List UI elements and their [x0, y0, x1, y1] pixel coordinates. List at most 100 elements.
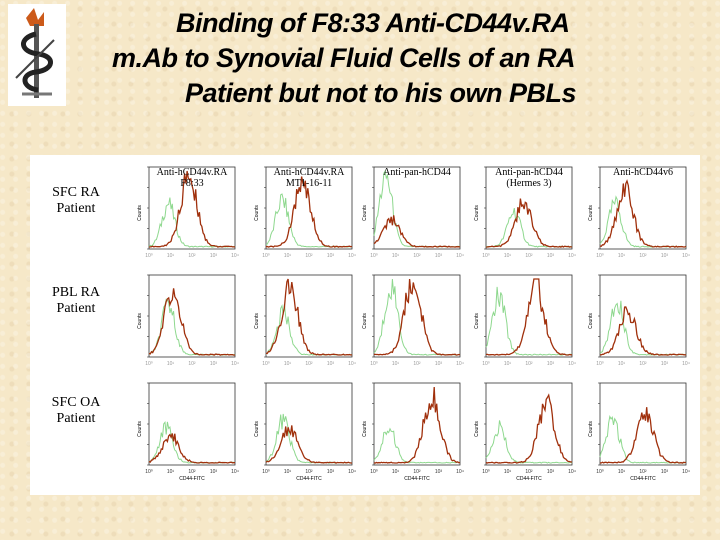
x-tick-label: 10⁰: [145, 469, 153, 475]
x-tick-label: 10³: [435, 253, 443, 259]
histogram-svg: Counts 10⁰ 10¹ 10² 10³ 10⁴ CD44-FITC: [588, 382, 690, 482]
histogram-panel: Counts 10⁰ 10¹ 10² 10³ 10⁴: [135, 163, 239, 263]
axes-frame: [373, 166, 461, 250]
histogram-panel: Counts 10⁰ 10¹ 10² 10³ 10⁴ CD44-FITC: [472, 379, 576, 482]
row-label-line1: PBL RA: [51, 285, 101, 300]
histogram-svg: Counts 10⁰ 10¹ 10² 10³ 10⁴: [474, 274, 576, 367]
x-tick-label: 10³: [327, 361, 335, 367]
histogram-panel: Counts 10⁰ 10¹ 10² 10³ 10⁴: [586, 163, 690, 263]
x-tick-label: 10³: [435, 469, 443, 475]
stained-histogram: [599, 179, 687, 248]
row-label-line1: SFC RA: [52, 185, 100, 200]
x-tick-label: 10¹: [392, 361, 400, 367]
histogram-panel: Counts 10⁰ 10¹ 10² 10³ 10⁴ CD44-FITC: [586, 379, 690, 482]
control-histogram: [599, 195, 687, 248]
control-histogram: [373, 427, 460, 464]
control-histogram: [265, 304, 353, 356]
histogram-svg: Counts 10⁰ 10¹ 10² 10³ 10⁴: [137, 274, 239, 367]
x-tick-label: 10¹: [284, 253, 292, 259]
histogram-panel: Counts 10⁰ 10¹ 10² 10³ 10⁴: [360, 163, 464, 263]
x-tick-label: 10²: [305, 253, 313, 259]
stained-histogram: [373, 215, 461, 248]
y-axis-label: Counts: [137, 421, 143, 437]
x-tick-label: 10⁴: [568, 253, 576, 259]
column-header-line1: Anti-hCD44v.RA: [273, 167, 345, 178]
control-histogram: [148, 197, 236, 248]
x-tick-label: 10³: [210, 361, 218, 367]
column-header: Anti-hCD44v.RA MT1-16-11: [266, 167, 352, 189]
x-tick-label: 10⁴: [348, 253, 356, 259]
y-axis-label: Counts: [588, 205, 594, 221]
row-label-line2: Patient: [56, 411, 96, 426]
histogram-panel: Counts 10⁰ 10¹ 10² 10³ 10⁴: [252, 271, 356, 371]
x-tick-label: 10²: [413, 469, 421, 475]
stained-histogram: [485, 198, 573, 248]
x-tick-label: 10⁴: [348, 469, 356, 475]
x-tick-label: 10²: [188, 361, 196, 367]
title-line-1: Binding of F8:33 Anti-CD44v.RA: [176, 8, 570, 38]
y-axis-label: Counts: [137, 205, 143, 221]
column-header: Anti-pan-hCD44 (Hermes 3): [486, 167, 572, 189]
slide-title: Binding of F8:33 Anti-CD44v.RA m.Ab to S…: [70, 6, 720, 111]
x-tick-label: 10⁰: [596, 253, 604, 259]
x-tick-label: 10²: [305, 361, 313, 367]
column-header-line1: Anti-hCD44v.RA: [156, 167, 228, 178]
control-histogram: [485, 420, 573, 464]
column-header-line2: MT1-16-11: [285, 178, 333, 189]
control-histogram: [373, 169, 461, 248]
x-tick-label: 10⁰: [370, 361, 378, 367]
y-axis-label: Counts: [137, 313, 143, 329]
x-tick-label: 10⁴: [231, 469, 239, 475]
histogram-svg: Counts 10⁰ 10¹ 10² 10³ 10⁴: [588, 274, 690, 367]
x-tick-label: 10⁴: [456, 361, 464, 367]
x-tick-label: 10²: [525, 361, 533, 367]
stained-histogram: [265, 425, 352, 464]
stained-histogram: [485, 393, 572, 464]
control-histogram: [373, 278, 461, 356]
caduceus-snake-icon: [8, 4, 66, 106]
x-tick-label: 10⁴: [348, 361, 356, 367]
y-axis-label: Counts: [474, 421, 480, 437]
x-axis-label: CD44-FITC: [296, 476, 322, 482]
x-tick-label: 10⁰: [370, 469, 378, 475]
x-tick-label: 10²: [188, 469, 196, 475]
x-tick-label: 10³: [547, 469, 555, 475]
x-tick-label: 10⁴: [568, 469, 576, 475]
histogram-figure: SFC RA Patient PBL RA Patient SFC OA Patient C…: [30, 155, 700, 495]
x-tick-label: 10⁰: [596, 361, 604, 367]
y-axis-label: Counts: [254, 205, 260, 221]
stained-histogram: [485, 278, 572, 356]
x-tick-label: 10¹: [284, 361, 292, 367]
x-tick-label: 10⁰: [482, 253, 490, 259]
x-tick-label: 10⁴: [568, 361, 576, 367]
control-histogram: [148, 420, 236, 464]
control-histogram: [599, 415, 687, 464]
histogram-svg: Counts 10⁰ 10¹ 10² 10³ 10⁴ CD44-FITC: [474, 382, 576, 482]
row-label-line2: Patient: [56, 201, 96, 216]
column-header-line2: (Hermes 3): [506, 178, 552, 189]
stained-histogram: [599, 306, 687, 356]
stained-histogram: [148, 433, 235, 464]
y-axis-label: Counts: [254, 313, 260, 329]
row-label: SFC OA Patient: [30, 395, 122, 427]
histogram-panel: Counts 10⁰ 10¹ 10² 10³ 10⁴ CD44-FITC: [360, 379, 464, 482]
histogram-svg: Counts 10⁰ 10¹ 10² 10³ 10⁴: [474, 166, 576, 259]
stained-histogram: [265, 278, 353, 356]
x-tick-label: 10⁴: [682, 253, 690, 259]
x-axis-label: CD44-FITC: [516, 476, 542, 482]
y-axis-label: Counts: [362, 421, 368, 437]
x-tick-label: 10²: [305, 469, 313, 475]
row-label-line1: SFC OA: [51, 395, 101, 410]
control-histogram: [485, 207, 572, 248]
column-header-line1: Anti-hCD44v6: [613, 167, 673, 178]
x-tick-label: 10⁴: [682, 361, 690, 367]
x-tick-label: 10⁴: [682, 469, 690, 475]
histogram-panel: Counts 10⁰ 10¹ 10² 10³ 10⁴: [135, 271, 239, 371]
x-tick-label: 10⁰: [482, 469, 490, 475]
x-tick-label: 10²: [413, 253, 421, 259]
axes-frame: [599, 166, 687, 250]
x-tick-label: 10³: [661, 361, 669, 367]
row-label: SFC RA Patient: [30, 185, 122, 217]
y-axis-label: Counts: [254, 421, 260, 437]
x-tick-label: 10⁰: [145, 253, 153, 259]
